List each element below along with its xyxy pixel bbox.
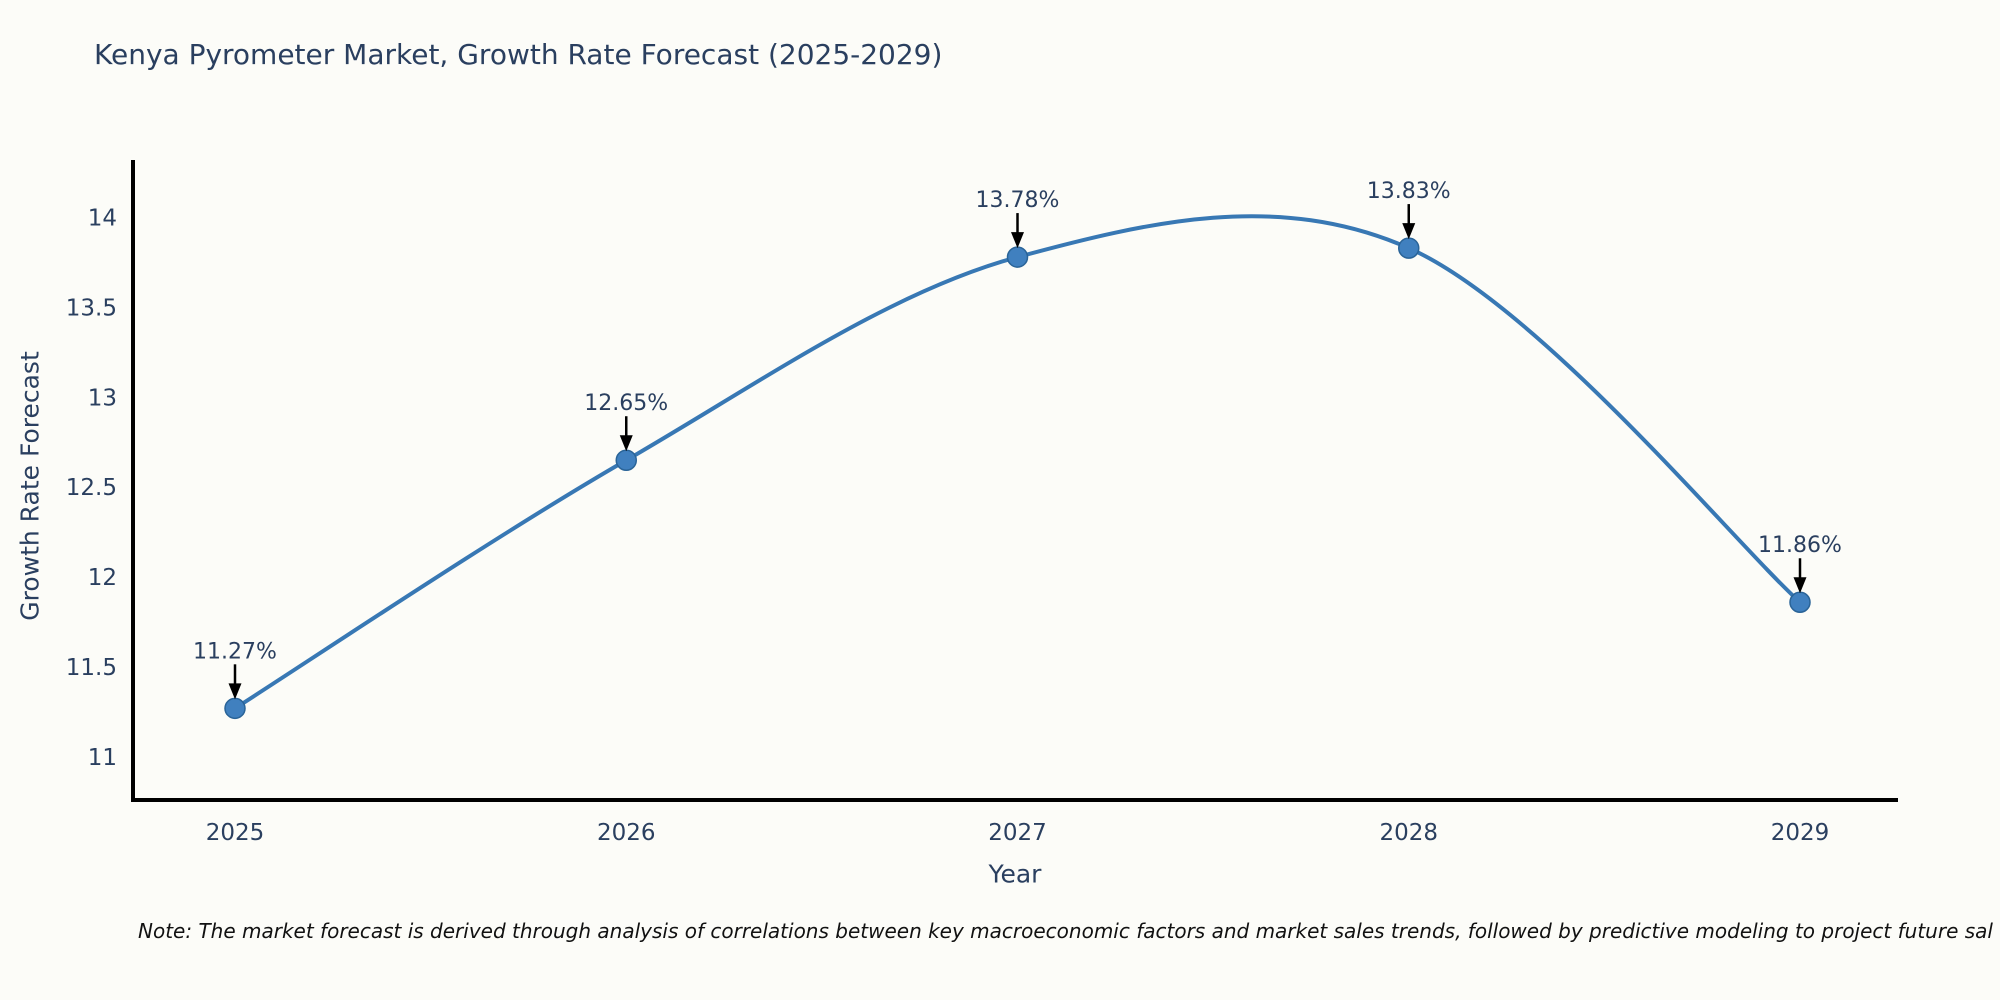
x-tick-label: 2028 bbox=[1379, 820, 1438, 846]
y-tick-label: 14 bbox=[88, 206, 117, 232]
y-tick-label: 13 bbox=[88, 385, 117, 411]
footnote: Note: The market forecast is derived thr… bbox=[138, 919, 1993, 943]
x-tick-label: 2027 bbox=[988, 820, 1047, 846]
annotation-arrowhead-icon bbox=[1793, 577, 1807, 594]
x-tick-label: 2025 bbox=[206, 820, 265, 846]
x-tick-label: 2029 bbox=[1771, 820, 1830, 846]
data-point-marker bbox=[615, 449, 637, 471]
annotation-arrowhead-icon bbox=[1402, 223, 1416, 240]
point-annotation-label: 11.27% bbox=[193, 639, 277, 664]
annotation-arrowhead-icon bbox=[619, 435, 633, 452]
data-point-marker bbox=[1006, 246, 1029, 268]
y-tick-label: 11 bbox=[88, 745, 117, 771]
data-point-marker bbox=[1398, 237, 1420, 259]
y-tick-label: 12 bbox=[88, 565, 117, 591]
point-annotation-label: 11.86% bbox=[1758, 533, 1842, 558]
y-tick-label: 13.5 bbox=[66, 295, 117, 321]
point-annotation-label: 13.78% bbox=[976, 188, 1060, 213]
data-point-marker bbox=[1789, 591, 1811, 613]
line-series bbox=[233, 214, 1802, 711]
annotation-arrowhead-icon bbox=[228, 683, 242, 700]
data-point-marker bbox=[224, 697, 246, 720]
y-tick-label: 11.5 bbox=[66, 655, 117, 681]
annotation-arrowhead-icon bbox=[1011, 232, 1024, 249]
point-annotation-label: 12.65% bbox=[584, 391, 668, 416]
x-axis-title: Year bbox=[988, 859, 1042, 889]
y-tick-label: 12.5 bbox=[66, 475, 117, 501]
chart-title: Kenya Pyrometer Market, Growth Rate Fore… bbox=[94, 38, 943, 71]
x-tick-label: 2026 bbox=[597, 820, 656, 846]
point-annotation-label: 13.83% bbox=[1367, 179, 1451, 204]
